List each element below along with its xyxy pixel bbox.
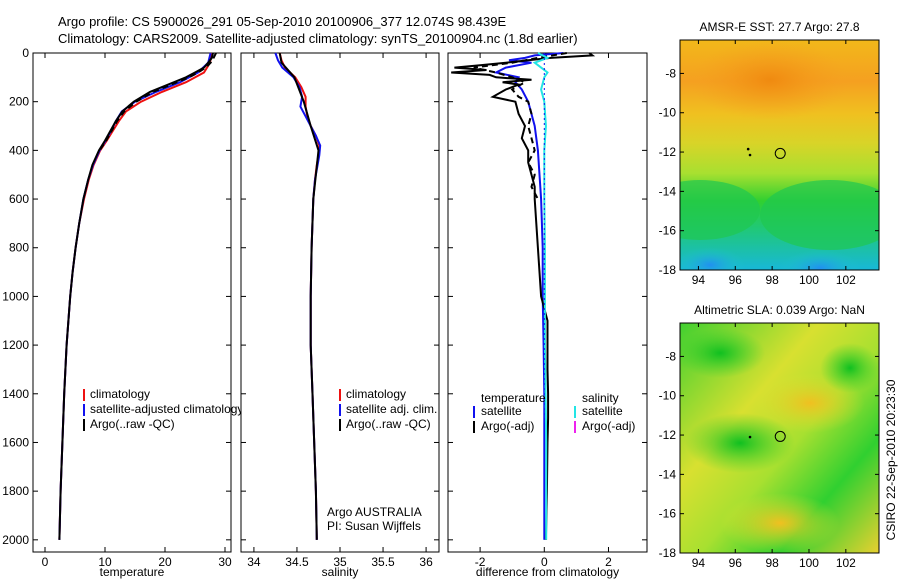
sst-cool-patch — [680, 247, 745, 270]
temperature-xtick-label: 0 — [42, 555, 49, 569]
temperature-ytick-label: 1000 — [2, 289, 29, 303]
sst-green-patch — [760, 180, 879, 250]
difference-legend-title: salinity — [582, 391, 619, 405]
salinity-xtick-label: 35.5 — [371, 555, 395, 569]
temperature-xtick-label: 10 — [98, 555, 112, 569]
sst-map-ytick-label: -10 — [659, 106, 677, 120]
difference-xtick-label: 0 — [541, 555, 548, 569]
sla-low-patch — [685, 413, 795, 473]
salinity-legend-item: Argo(..raw -QC) — [346, 417, 431, 431]
sla-map-ytick-label: -14 — [659, 467, 677, 481]
sla-map-xtick-label: 98 — [765, 556, 779, 570]
difference-series-line — [451, 52, 596, 540]
sst-cool-patch — [780, 250, 860, 270]
salinity-frame — [240, 52, 440, 553]
difference-xtick-label: 2 — [605, 555, 612, 569]
sla-map-xtick-label: 96 — [729, 556, 743, 570]
salinity-xtick-label: 36 — [419, 555, 433, 569]
difference-legend-item: Argo(-adj) — [582, 419, 635, 433]
temperature-legend-item: climatology — [90, 387, 150, 401]
difference-legend-item: Argo(-adj) — [481, 419, 534, 433]
temperature-ytick-label: 200 — [9, 95, 29, 109]
sst-map-field — [680, 40, 879, 270]
sla-map-xtick-label: 100 — [799, 556, 819, 570]
sst-map-track-point — [748, 153, 752, 157]
sla-map-argo-marker — [774, 430, 786, 442]
salinity-legend-item: satellite adj. clim. — [346, 402, 437, 416]
header-line-1: Argo profile: CS 5900026_291 05-Sep-2010… — [58, 14, 506, 29]
salinity-xtick-label: 34 — [247, 555, 261, 569]
sla-low-patch — [680, 328, 765, 378]
sst-map-frame — [679, 39, 880, 271]
temperature-frame — [32, 52, 232, 553]
sla-map-ytick-label: -18 — [659, 546, 677, 560]
temperature-ytick-label: 600 — [9, 192, 29, 206]
salinity-xlabel: salinity — [322, 565, 359, 579]
difference-legend-title: temperature — [481, 391, 546, 405]
sla-low-patch — [820, 343, 879, 393]
temperature-ytick-label: 800 — [9, 241, 29, 255]
temperature-xtick-label: 30 — [218, 555, 232, 569]
sst-map-xtick-label: 102 — [836, 273, 856, 287]
sla-map-xtick-label: 102 — [836, 556, 856, 570]
difference-legend-item: satellite — [481, 404, 522, 418]
sst-map-ytick-label: -12 — [659, 145, 677, 159]
difference-series-line — [532, 52, 550, 540]
sst-map-panel: AMSR-E SST: 27.7 Argo: 27.8 94 96 98 100 102 -… — [659, 20, 880, 287]
sst-warm-patch — [690, 40, 850, 120]
sla-high-patch — [720, 493, 840, 553]
temperature-ytick-label: 1600 — [2, 435, 29, 449]
temperature-series-line — [98, 52, 217, 151]
salinity-legend-item: climatology — [346, 387, 406, 401]
temperature-ytick-label: 0 — [22, 46, 29, 60]
salinity-panel: 34 34.5 35 35.5 36 salinity climatologysatelli… — [240, 52, 440, 579]
temperature-ytick-label: 400 — [9, 143, 29, 157]
sla-map-ytick-label: -12 — [659, 428, 677, 442]
temperature-ytick-label: 2000 — [2, 533, 29, 547]
sla-map-ytick-label: -16 — [659, 507, 677, 521]
sla-map-xtick-label: 94 — [692, 556, 706, 570]
difference-legend-item: satellite — [582, 404, 623, 418]
credit-label: CSIRO 22-Sep-2010 20:23:30 — [884, 379, 898, 540]
sst-map-xtick-label: 100 — [799, 273, 819, 287]
salinity-xtick-label: 34.5 — [285, 555, 309, 569]
sst-map-title: AMSR-E SST: 27.7 Argo: 27.8 — [699, 20, 859, 34]
sst-map-argo-marker — [774, 147, 786, 159]
sst-map-xtick-label: 98 — [765, 273, 779, 287]
sst-map-xtick-label: 96 — [729, 273, 743, 287]
salinity-xtick-label: 35 — [333, 555, 347, 569]
difference-xtick-label: -2 — [475, 555, 486, 569]
sla-map-ytick-label: -8 — [665, 349, 676, 363]
temperature-ytick-label: 1200 — [2, 338, 29, 352]
salinity-annotation: Argo AUSTRALIA — [327, 505, 422, 519]
temperature-panel: 0 10 20 30 0 200 400 600 800 1000 1200 1400 1600 1800… — [2, 46, 243, 579]
sla-map-title: Altimetric SLA: 0.039 Argo: NaN — [694, 303, 865, 317]
salinity-series-line — [278, 52, 320, 540]
temperature-xlabel: temperature — [100, 565, 165, 579]
sst-map-ytick-label: -8 — [665, 66, 676, 80]
sst-map-track-point — [746, 147, 750, 151]
temperature-series-line — [58, 52, 214, 540]
temperature-ytick-label: 1800 — [2, 484, 29, 498]
temperature-legend-item: satellite-adjusted climatology — [90, 402, 243, 416]
sla-map-panel: Altimetric SLA: 0.039 Argo: NaN 94 96 98 100… — [659, 303, 880, 570]
sla-map-ytick-label: -10 — [659, 389, 677, 403]
sla-map-track-point — [748, 435, 752, 439]
sla-map-frame — [679, 322, 880, 554]
sst-map-ytick-label: -18 — [659, 263, 677, 277]
temperature-xtick-label: 20 — [158, 555, 172, 569]
header-line-2: Climatology: CARS2009. Satellite-adjuste… — [58, 31, 578, 46]
sla-map-field — [680, 323, 879, 553]
temperature-ytick-label: 1400 — [2, 387, 29, 401]
salinity-annotation: PI: Susan Wijffels — [327, 519, 421, 533]
difference-xlabel: difference from climatology — [476, 565, 619, 579]
sst-map-ytick-label: -16 — [659, 224, 677, 238]
sst-map-xtick-label: 94 — [692, 273, 706, 287]
temperature-legend-item: Argo(..raw -QC) — [90, 417, 175, 431]
sst-map-ytick-label: -14 — [659, 184, 677, 198]
sst-green-patch — [680, 180, 760, 240]
